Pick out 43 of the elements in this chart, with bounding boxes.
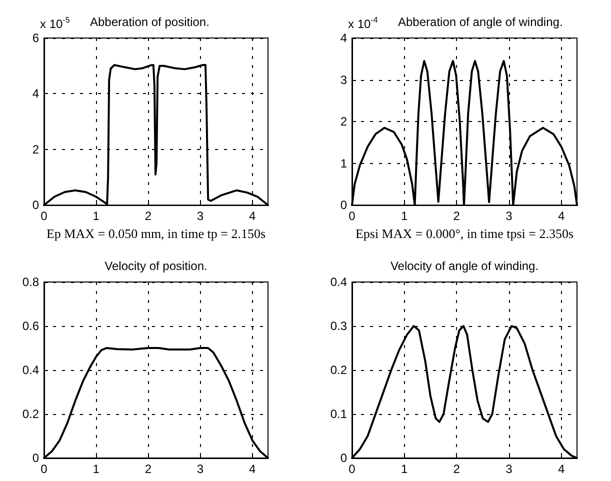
x-tick-label: 0 [348,462,356,476]
y-tick-label: 6 [32,31,40,45]
x-tick-label: 2 [144,209,152,224]
x-tick-label: 4 [558,462,565,476]
x-axis-title: Epsi MAX = 0.000°, in time tpsi = 2.350s [355,226,574,241]
y-tick-label: 0.3 [330,319,348,333]
x-tick-label: 2 [453,209,460,224]
y-tick-label: 2 [32,142,40,156]
y-tick-label: 1 [340,156,348,170]
y-tick-label: 0.4 [22,363,40,377]
x-tick-label: 1 [92,209,100,224]
y-tick-label: 0.8 [22,275,40,289]
y-tick-label: 0 [340,451,348,465]
y-tick-label: 0.1 [330,407,348,421]
chart-title: Velocity of angle of winding. [390,259,539,273]
x-tick-label: 3 [506,462,513,476]
x-tick-label: 3 [196,209,204,224]
x-tick-label: 3 [506,209,513,224]
x-tick-label: 4 [249,209,256,224]
x-tick-label: 2 [453,462,460,476]
y-tick-label: 3 [340,72,348,87]
chart-title: Velocity of position. [104,259,208,273]
x-tick-label: 1 [400,209,408,224]
y-tick-label: 2 [340,114,348,129]
x-tick-label: 2 [144,462,152,476]
x-tick-label: 3 [196,462,204,476]
x-tick-label: 4 [249,462,256,476]
y-tick-label: 0.2 [22,407,40,421]
y-tick-label: 0.2 [330,363,348,377]
y-tick-label: 0.6 [22,319,40,333]
y-tick-label: 0 [32,451,40,465]
y-tick-label: 4 [32,86,40,101]
y-tick-label: 4 [340,31,348,45]
x-tick-label: 4 [558,209,565,224]
y-tick-label: 0 [340,198,348,212]
chart-title: Abberation of position. [90,15,210,29]
x-axis-title: Ep MAX = 0.050 mm, in time tp = 2.150s [46,226,266,241]
x-tick-label: 1 [92,462,100,476]
y-tick-label: 0.4 [330,275,348,289]
x-tick-label: 1 [400,462,408,476]
y-tick-label: 0 [32,198,40,212]
x-tick-label: 0 [40,462,48,476]
chart-title: Abberation of angle of winding. [398,15,563,29]
